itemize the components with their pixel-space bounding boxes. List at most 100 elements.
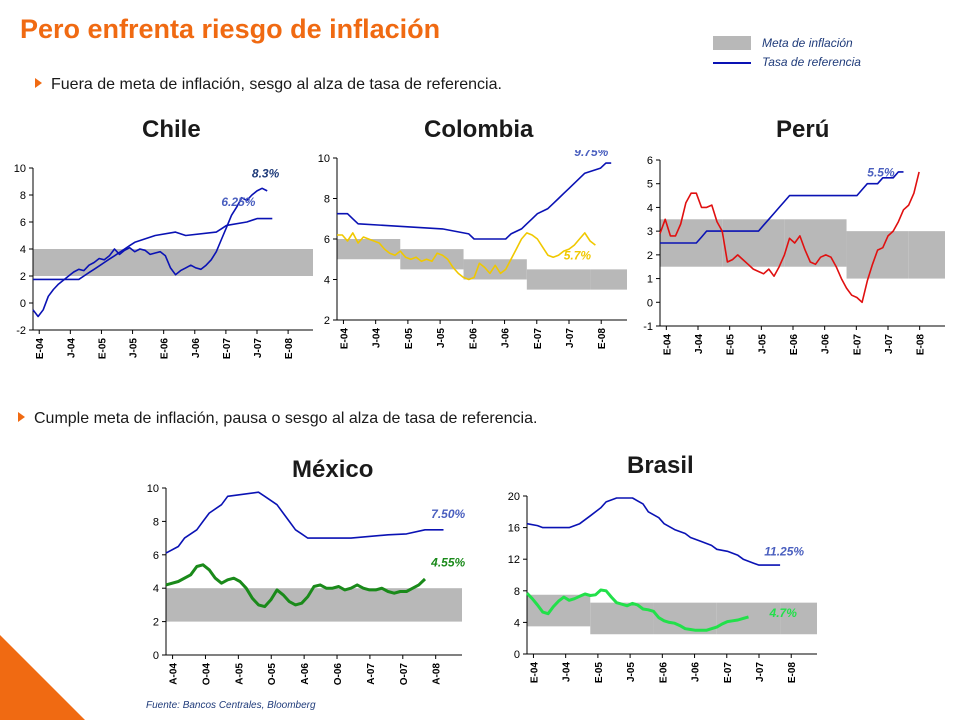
series-line [165, 563, 427, 609]
x-tick-label: E-05 [594, 662, 605, 684]
target-band-segment [337, 239, 401, 260]
y-tick-label: 6 [324, 234, 330, 246]
y-tick-label: 2 [20, 271, 26, 283]
x-tick-label: J-04 [66, 338, 77, 358]
y-tick-label: 0 [153, 650, 159, 662]
data-label: 9.75% [574, 150, 608, 159]
y-tick-label: 4 [647, 202, 653, 214]
orange-corner-decoration [0, 635, 85, 720]
y-tick-label: 6 [20, 217, 26, 229]
y-tick-label: 10 [14, 163, 26, 175]
x-tick-label: E-08 [597, 328, 608, 350]
page-title: Pero enfrenta riesgo de inflación [20, 14, 441, 44]
x-tick-label: J-06 [691, 662, 702, 682]
data-label: 5.5% [893, 150, 921, 151]
x-tick-label: E-04 [662, 334, 673, 356]
x-tick-label: J-07 [755, 662, 766, 682]
y-tick-label: 4 [514, 617, 520, 629]
x-tick-label: J-05 [436, 328, 447, 348]
chart-title-mexico: México [292, 456, 374, 483]
x-tick-label: A-08 [432, 663, 443, 685]
y-tick-label: 8 [153, 516, 159, 528]
x-tick-label: J-04 [372, 328, 383, 348]
x-tick-label: E-04 [529, 662, 540, 684]
chart-title-peru: Perú [776, 116, 830, 143]
series-line [660, 171, 904, 244]
x-tick-label: O-07 [399, 663, 410, 686]
data-label: 5.7% [564, 248, 592, 262]
chart-mexico: 0 2 4 6 8 10 A-04 O-04 A-05 O-05 A-06 O-06 A-07 O-07 A… [147, 483, 466, 686]
target-band-segment [590, 269, 627, 290]
y-tick-label: 0 [20, 298, 26, 310]
x-tick-label: J-05 [757, 334, 768, 354]
x-tick-label: J-05 [129, 338, 140, 358]
legend-label-rate-line: Tasa de referencia [762, 55, 861, 69]
target-band-segment [463, 259, 527, 280]
y-tick-label: 4 [324, 275, 330, 287]
x-tick-label: E-06 [468, 328, 479, 350]
legend-swatch-target-band [713, 36, 751, 50]
y-tick-label: 3 [647, 226, 653, 238]
chart-peru: -1 0 1 2 3 4 5 6 E-04 J-04 E-05 J-05 E-06 J-06 E-07 J-0… [643, 150, 945, 356]
y-tick-label: 4 [20, 244, 26, 256]
x-tick-label: A-05 [234, 663, 245, 685]
target-band-segment [780, 602, 817, 635]
target-band-segment [908, 231, 945, 279]
bullet-1-text: Fuera de meta de inflación, sesgo al alz… [51, 76, 502, 93]
target-band [166, 588, 462, 622]
y-tick-label: 0 [514, 649, 520, 661]
x-tick-label: E-07 [533, 328, 544, 350]
chart-brasil: 0 4 8 12 16 20 E-04 J-04 E-05 J-05 E-06 J-06 E-07 J-0… [508, 491, 817, 684]
x-tick-label: J-06 [821, 334, 832, 354]
chart-title-brasil: Brasil [627, 452, 694, 479]
x-tick-label: E-06 [658, 662, 669, 684]
x-tick-label: O-04 [201, 663, 212, 686]
y-tick-label: 16 [508, 523, 520, 535]
x-tick-label: E-07 [852, 334, 863, 356]
y-tick-label: 6 [153, 550, 159, 562]
target-band-segment [846, 231, 909, 279]
x-tick-label: J-06 [191, 338, 202, 358]
x-tick-label: O-05 [267, 663, 278, 686]
x-tick-label: A-06 [300, 663, 311, 685]
y-tick-label: 10 [318, 153, 330, 165]
bullet-2: Cumple meta de inflación, pausa o sesgo … [18, 410, 537, 428]
x-tick-label: E-05 [97, 338, 108, 360]
series-line [337, 232, 596, 281]
y-tick-label: 2 [153, 617, 159, 629]
y-tick-label: 1 [647, 274, 653, 286]
x-tick-label: E-07 [723, 662, 734, 684]
source-note: Fuente: Bancos Centrales, Bloomberg [146, 700, 316, 711]
x-tick-label: E-07 [222, 338, 233, 360]
x-tick-label: J-07 [253, 338, 264, 358]
series-line [525, 588, 749, 632]
x-tick-label: J-04 [562, 662, 573, 682]
x-tick-label: J-06 [501, 328, 512, 348]
series-line [337, 162, 612, 240]
data-label: 6.25% [221, 195, 255, 209]
target-band-segment [400, 249, 464, 270]
x-tick-label: E-08 [787, 662, 798, 684]
y-tick-label: -1 [643, 321, 653, 333]
y-tick-label: 20 [508, 491, 520, 503]
bullet-arrow-icon [18, 412, 25, 422]
x-tick-label: E-06 [160, 338, 171, 360]
y-tick-label: 6 [647, 155, 653, 167]
legend-label-target-band: Meta de inflación [762, 36, 853, 50]
y-tick-label: -2 [16, 325, 26, 337]
x-tick-label: E-05 [726, 334, 737, 356]
x-tick-label: J-04 [694, 334, 705, 354]
chart-title-colombia: Colombia [424, 116, 534, 143]
bullet-arrow-icon [35, 78, 42, 88]
x-tick-label: E-04 [35, 338, 46, 360]
bullet-1: Fuera de meta de inflación, sesgo al alz… [35, 76, 502, 94]
target-band-segment [526, 269, 591, 290]
x-tick-label: J-07 [884, 334, 895, 354]
y-tick-label: 5 [647, 179, 653, 191]
x-tick-label: E-04 [339, 328, 350, 350]
x-tick-label: O-06 [333, 663, 344, 686]
x-tick-label: E-05 [404, 328, 415, 350]
y-tick-label: 12 [508, 554, 520, 566]
chart-chile: -2 0 2 4 6 8 10 E-04 J-04 E-05 J-05 E-06 J-06 E-07 J-0… [14, 163, 313, 360]
y-tick-label: 2 [647, 250, 653, 262]
